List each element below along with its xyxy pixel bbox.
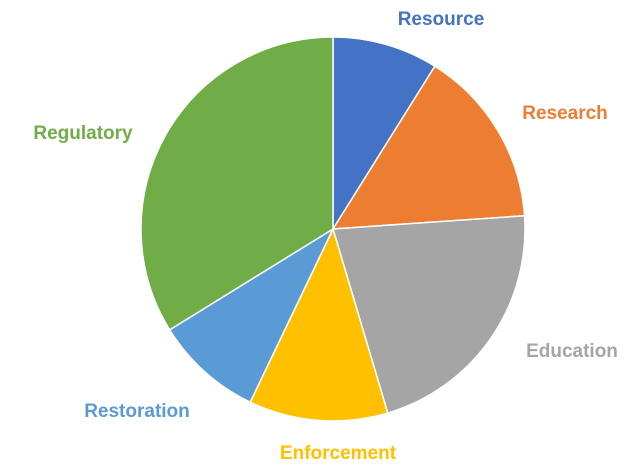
pie-slice-restoration xyxy=(168,228,334,403)
pie-slice-enforcement xyxy=(249,228,389,422)
pie-label-resource: Resource xyxy=(398,9,485,30)
pie-label-regulatory: Regulatory xyxy=(33,123,133,144)
pie-slices xyxy=(140,36,526,422)
pie-slice-research xyxy=(332,65,526,230)
pie-label-restoration: Restoration xyxy=(84,401,190,422)
pie-slice-education xyxy=(332,214,526,414)
pie-label-enforcement: Enforcement xyxy=(280,443,397,464)
pie-labels: Resource Research Education Enforcement Rest… xyxy=(33,9,618,464)
pie-slice-resource xyxy=(332,36,436,230)
pie-label-research: Research xyxy=(522,103,608,124)
pie-label-education: Education xyxy=(526,341,618,362)
pie-slice-regulatory xyxy=(140,36,334,331)
